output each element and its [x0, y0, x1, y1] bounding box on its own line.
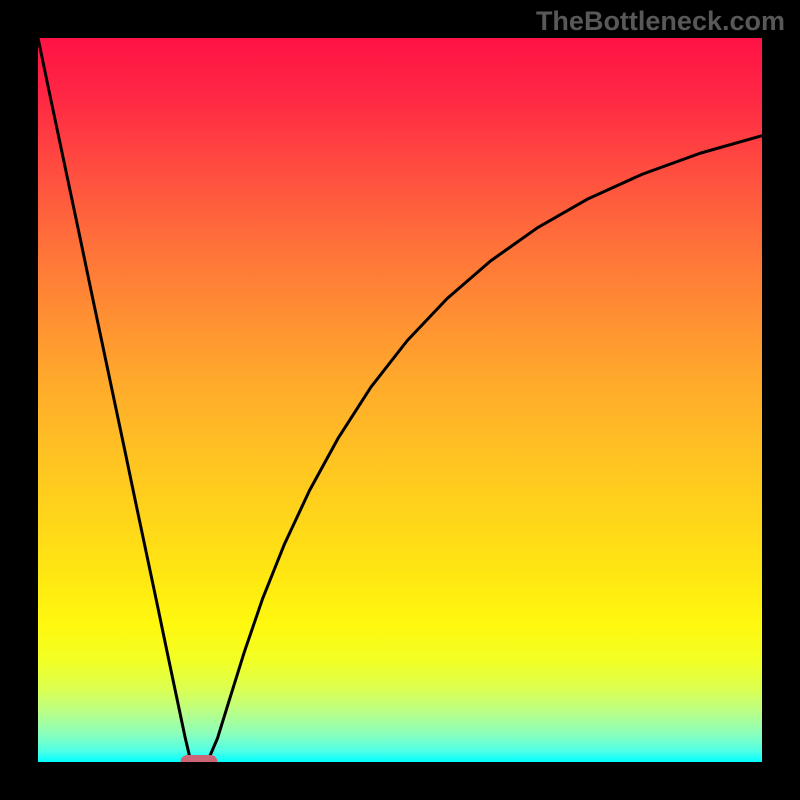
optimum-marker [180, 755, 217, 762]
plot-area [38, 38, 762, 762]
plot-frame [38, 38, 762, 762]
chart-container: TheBottleneck.com [0, 0, 800, 800]
curve-layer [38, 38, 762, 762]
bottleneck-curve [38, 38, 762, 762]
watermark-text: TheBottleneck.com [536, 6, 785, 37]
